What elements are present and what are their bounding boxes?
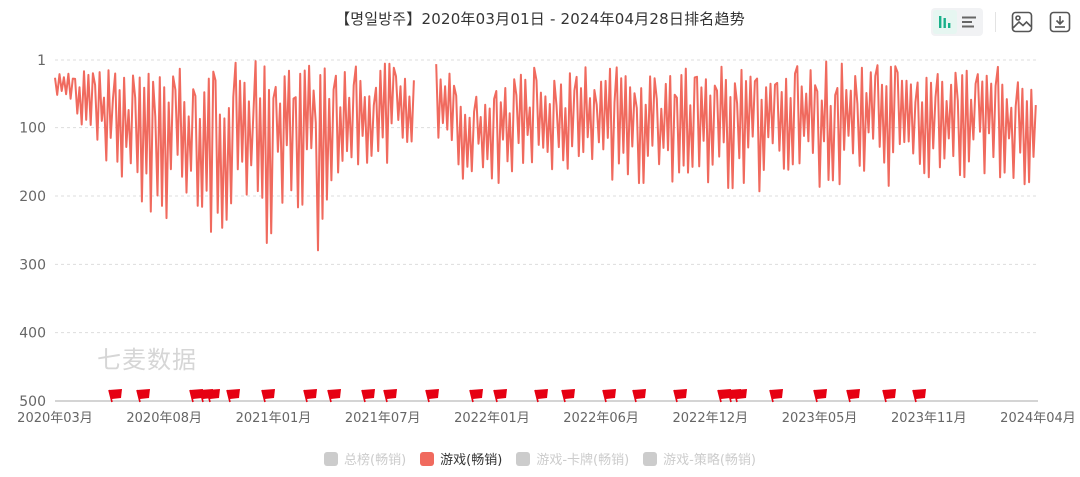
chart-title: 【명일방주】2020年03月01日 - 2024年04月28日排名趋势 xyxy=(335,10,745,28)
flag-icon[interactable] xyxy=(813,389,827,403)
x-tick-label: 2024年04月 xyxy=(1000,411,1076,426)
legend-item-overall[interactable]: 总榜(畅销) xyxy=(324,449,406,468)
chart-legend: 总榜(畅销) 游戏(畅销) 游戏-卡牌(畅销) 游戏-策略(畅销) xyxy=(0,449,1080,468)
flag-icon[interactable] xyxy=(108,389,122,403)
flag-icon[interactable] xyxy=(383,389,397,403)
save-image-button[interactable] xyxy=(1008,8,1036,36)
x-tick-label: 2022年12月 xyxy=(673,411,749,426)
flag-icon[interactable] xyxy=(673,389,687,403)
legend-label: 游戏-策略(畅销) xyxy=(663,453,756,468)
x-tick-label: 2020年03月 xyxy=(17,411,93,426)
view-toggle xyxy=(931,8,983,36)
x-tick-label: 2022年01月 xyxy=(454,411,530,426)
flag-icon[interactable] xyxy=(602,389,616,403)
download-button[interactable] xyxy=(1046,8,1074,36)
x-tick-label: 2021年01月 xyxy=(236,411,312,426)
y-tick-label: 100 xyxy=(19,121,46,137)
legend-item-games[interactable]: 游戏(畅销) xyxy=(420,449,502,468)
y-tick-label: 500 xyxy=(19,394,46,410)
flag-icon[interactable] xyxy=(769,389,783,403)
flag-icon[interactable] xyxy=(493,389,507,403)
chart-toolbar xyxy=(931,6,1074,38)
bar-chart-icon xyxy=(939,16,951,28)
y-axis-labels: 1 100 200 300 400 500 xyxy=(19,53,46,410)
flag-icon[interactable] xyxy=(425,389,439,403)
image-icon xyxy=(1011,11,1033,33)
flag-icon[interactable] xyxy=(303,389,317,403)
flag-icon[interactable] xyxy=(846,389,860,403)
flag-icon[interactable] xyxy=(226,389,240,403)
x-axis: 2020年03月 2020年08月 2021年01月 2021年07月 2022年01月… xyxy=(17,400,1076,426)
flag-icon[interactable] xyxy=(361,389,375,403)
flag-icon[interactable] xyxy=(561,389,575,403)
x-tick-label: 2022年06月 xyxy=(563,411,639,426)
legend-swatch xyxy=(420,451,435,466)
watermark: 七麦数据 xyxy=(97,346,197,374)
flag-markers[interactable] xyxy=(108,389,926,403)
legend-label: 总榜(畅销) xyxy=(344,453,407,468)
flag-icon[interactable] xyxy=(206,389,220,403)
y-tick-label: 200 xyxy=(19,189,46,205)
legend-swatch xyxy=(324,451,338,466)
flag-icon[interactable] xyxy=(632,389,646,403)
flag-icon[interactable] xyxy=(912,389,926,403)
legend-item-games-strategy[interactable]: 游戏-策略(畅销) xyxy=(643,449,756,468)
x-tick-label: 2023年11月 xyxy=(891,411,967,426)
y-tick-label: 300 xyxy=(19,257,46,273)
flag-icon[interactable] xyxy=(469,389,483,403)
legend-label: 游戏-卡牌(畅销) xyxy=(536,453,630,468)
flag-icon[interactable] xyxy=(534,389,548,403)
rank-trend-chart[interactable]: 1 100 200 300 400 500 2020年03月 2020年08月 2021年01… xyxy=(0,0,1080,440)
bar-view-button[interactable] xyxy=(933,10,957,34)
y-tick-label: 400 xyxy=(19,326,46,342)
x-tick-label: 2020年08月 xyxy=(126,411,202,426)
flag-icon[interactable] xyxy=(327,389,341,403)
flag-icon[interactable] xyxy=(882,389,896,403)
legend-swatch xyxy=(516,451,531,466)
toolbar-divider xyxy=(995,12,996,32)
rank-series-line[interactable] xyxy=(54,60,1037,252)
flag-icon[interactable] xyxy=(733,389,747,403)
legend-item-games-card[interactable]: 游戏-卡牌(畅销) xyxy=(516,449,629,468)
x-tick-label: 2023年05月 xyxy=(782,411,858,426)
list-icon xyxy=(962,16,976,28)
list-view-button[interactable] xyxy=(957,10,981,34)
legend-swatch xyxy=(643,451,658,466)
y-tick-label: 1 xyxy=(37,53,46,69)
flag-icon[interactable] xyxy=(136,389,150,403)
flag-icon[interactable] xyxy=(261,389,275,403)
download-icon xyxy=(1049,11,1071,33)
legend-label: 游戏(畅销) xyxy=(440,453,503,468)
x-tick-label: 2021年07月 xyxy=(345,411,421,426)
